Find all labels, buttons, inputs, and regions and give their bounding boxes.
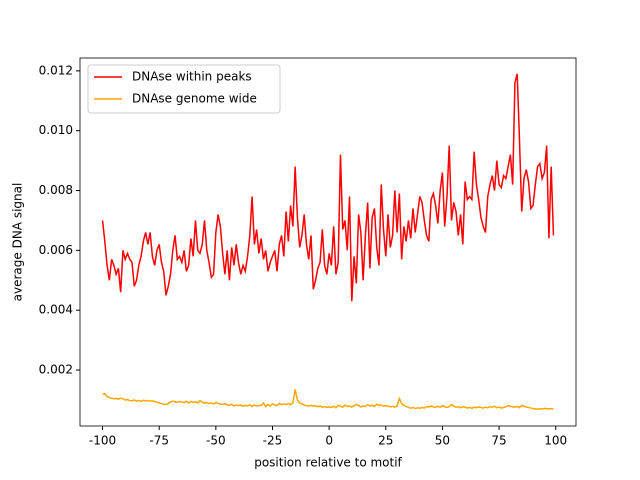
x-tick-label: 0 (325, 434, 333, 448)
plot-frame (79, 57, 577, 427)
x-tick-label: -100 (89, 434, 116, 448)
line-series (102, 389, 554, 411)
y-tick-label: 0.006 (39, 243, 73, 257)
line-series (101, 73, 555, 302)
y-tick-label: 0.004 (39, 303, 73, 317)
x-axis-label: position relative to motif (254, 456, 402, 470)
x-tick-label: 100 (544, 434, 567, 448)
y-tick-label: 0.012 (39, 63, 73, 77)
y-tick-label: 0.008 (39, 183, 73, 197)
y-axis-label: average DNA signal (11, 183, 25, 302)
legend-label: DNAse genome wide (132, 92, 257, 106)
legend-label: DNAse within peaks (132, 70, 252, 84)
x-tick-label: 25 (378, 434, 393, 448)
legend-box (87, 64, 281, 114)
y-tick-label: 0.010 (39, 123, 73, 137)
y-tick-label: 0.002 (39, 363, 73, 377)
x-tick-label: -50 (206, 434, 226, 448)
x-tick-label: 50 (435, 434, 450, 448)
x-tick-label: -75 (149, 434, 169, 448)
x-tick-label: -25 (263, 434, 283, 448)
x-tick-label: 75 (491, 434, 506, 448)
